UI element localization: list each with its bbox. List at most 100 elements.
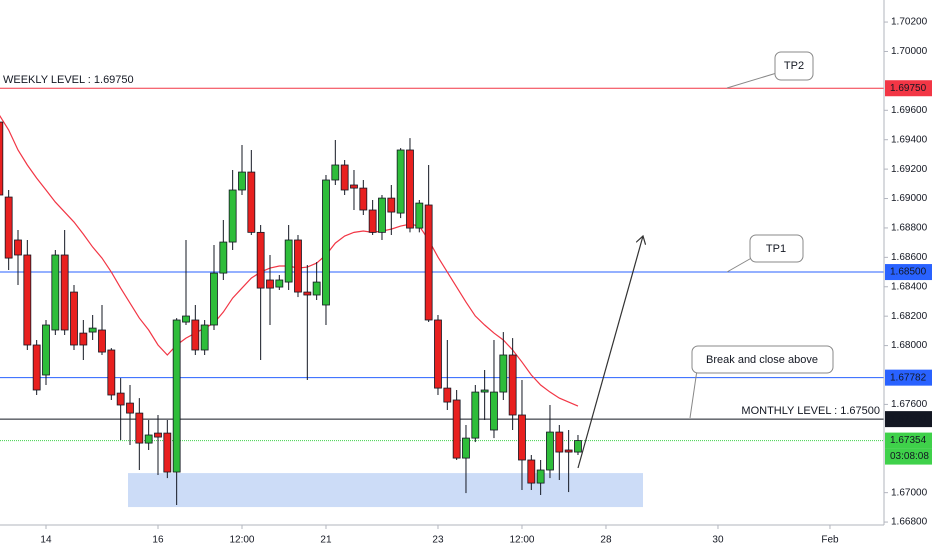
candle-body — [508, 354, 517, 416]
candle-body — [70, 291, 78, 346]
y-tick-label: 1.69200 — [891, 164, 928, 175]
level-price-box — [885, 369, 932, 386]
x-tick-label: 21 — [320, 535, 332, 546]
candle-body — [312, 281, 321, 296]
y-tick-label: 1.70000 — [891, 46, 928, 57]
y-tick-label: 1.69600 — [891, 105, 928, 116]
candle-body — [368, 209, 377, 233]
candle-body — [415, 202, 424, 229]
callout-text: Break and close above — [706, 354, 818, 366]
x-tick-label: Feb — [821, 535, 839, 546]
current-price-box — [885, 432, 932, 449]
candle-body — [406, 149, 414, 229]
current-price-label: 1.67354 — [890, 435, 927, 446]
candle-body — [284, 239, 293, 283]
candle-body — [219, 241, 228, 274]
candle-body — [331, 164, 340, 181]
candle-body — [210, 272, 218, 326]
x-tick-label: 30 — [712, 535, 724, 546]
candle-body — [172, 319, 181, 473]
callout-box — [749, 234, 804, 263]
callout-pointer — [689, 369, 698, 419]
candle-body — [98, 329, 106, 353]
candle-body — [275, 279, 284, 288]
candle-body — [378, 197, 386, 233]
candle-body — [490, 391, 498, 431]
y-tick-label: 1.66800 — [891, 517, 928, 528]
candle-body — [4, 196, 13, 259]
candle-body — [499, 354, 508, 393]
candle-body — [443, 387, 452, 403]
candle-body — [527, 459, 536, 484]
candle-body — [303, 291, 312, 296]
candle-body — [42, 324, 50, 376]
x-tick-label: 12:00 — [509, 535, 534, 546]
callout-box — [691, 345, 834, 374]
candle-body — [546, 431, 554, 471]
callout-text: TP1 — [766, 243, 786, 255]
level-price-label: 1.68500 — [890, 267, 927, 278]
overlay-layer: TP2 TP1 Break and close above WEEKLY LEV… — [3, 51, 880, 469]
y-tick-label: 1.69000 — [891, 193, 928, 204]
y-tick-label: 1.68800 — [891, 223, 928, 234]
callout-text: TP2 — [784, 60, 804, 72]
projection-arrow — [577, 236, 643, 469]
candle-body — [14, 239, 22, 256]
candle-body — [116, 392, 125, 406]
callout-box — [774, 51, 814, 81]
level-price-label: 1.69750 — [890, 83, 927, 94]
x-tick-label: 16 — [152, 535, 164, 546]
callout-pointer — [726, 71, 781, 89]
x-tick-label: 12:00 — [229, 535, 254, 546]
x-tick-label: 23 — [432, 535, 444, 546]
countdown-label: 03:08:08 — [890, 451, 929, 462]
y-tick-label: 1.68200 — [891, 311, 928, 322]
candle-body — [424, 204, 433, 321]
candle-body — [434, 319, 442, 389]
candle-body — [23, 254, 32, 346]
candle-body — [51, 254, 60, 331]
x-tick-label: 28 — [600, 535, 612, 546]
candle-body — [462, 437, 470, 459]
candle-body — [200, 324, 209, 351]
y-tick-label: 1.69400 — [891, 134, 928, 145]
time-axis-background — [0, 525, 932, 550]
candle-body — [564, 449, 573, 453]
candle-body — [126, 402, 134, 414]
candle-body — [396, 149, 405, 214]
x-tick-label: 14 — [40, 535, 52, 546]
candle-body — [163, 432, 172, 473]
candle-body — [135, 412, 144, 444]
level-price-box — [885, 80, 932, 97]
candle-body — [60, 254, 69, 331]
candle-body — [574, 440, 582, 453]
candle-body — [238, 171, 246, 191]
candle-body — [182, 315, 190, 323]
candle-body — [107, 349, 116, 396]
candle-body — [322, 179, 330, 306]
candle-body — [154, 432, 162, 438]
y-tick-label: 1.67600 — [891, 399, 928, 410]
level-price-box — [885, 264, 932, 281]
marks-layer — [0, 114, 582, 505]
y-tick-label: 1.67000 — [891, 487, 928, 498]
candle-body — [350, 184, 358, 189]
candle-body — [144, 434, 153, 444]
y-tick-label: 1.68600 — [891, 252, 928, 263]
y-tick-label: 1.70200 — [891, 17, 928, 28]
candle-body — [536, 469, 545, 484]
candle-body — [256, 231, 265, 289]
candle-body — [387, 197, 396, 213]
candle-body — [32, 344, 41, 391]
candle-body — [555, 431, 564, 453]
candle-body — [88, 327, 97, 333]
y-tick-label: 1.68400 — [891, 281, 928, 292]
candle-body — [294, 239, 302, 293]
level-price-label: 1.67782 — [890, 372, 927, 383]
candle-body — [340, 164, 349, 191]
candle-body — [247, 171, 256, 233]
candle-body — [191, 319, 200, 351]
